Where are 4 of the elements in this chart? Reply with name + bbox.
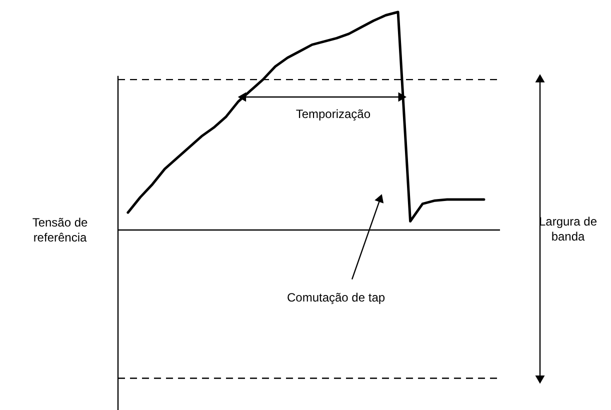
text: Largura de banda	[538, 214, 598, 244]
annotation: Temporização	[296, 107, 371, 122]
ref-line-label: Tensão de referência	[32, 216, 88, 244]
text: Comutação de tap	[286, 290, 386, 304]
